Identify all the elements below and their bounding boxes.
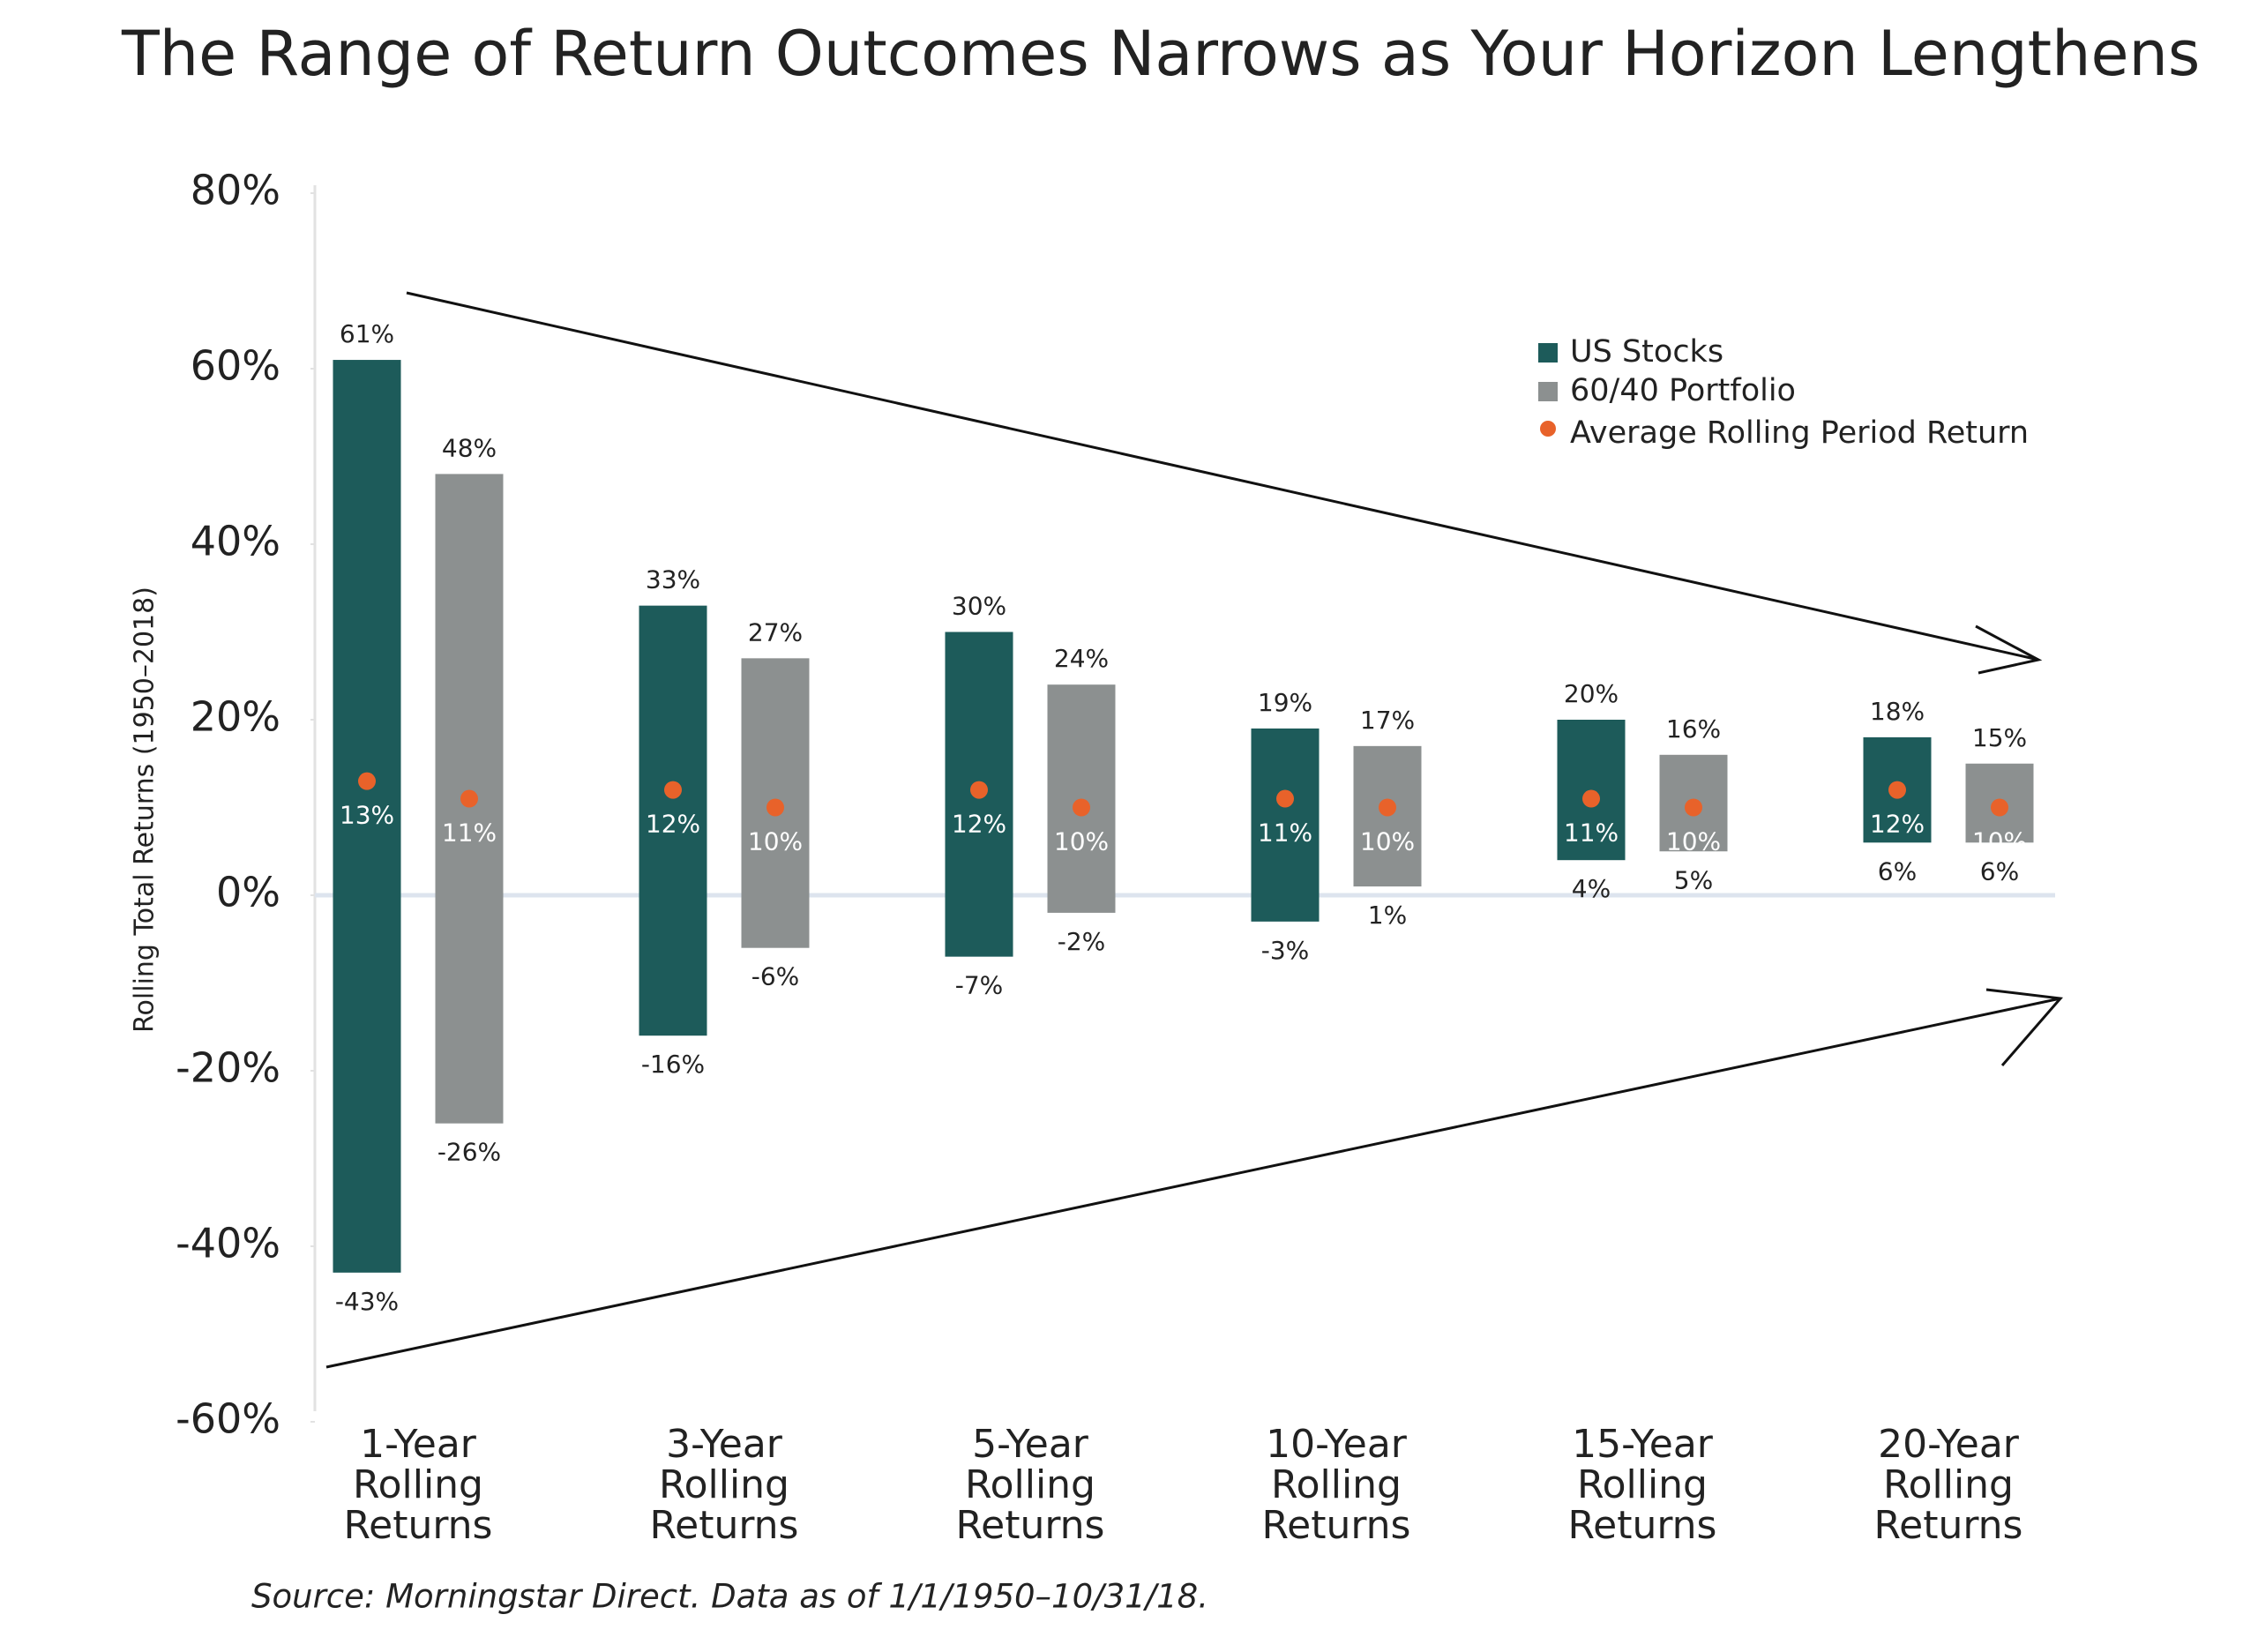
range-bar (333, 360, 401, 1273)
high-label: 20% (1564, 679, 1619, 708)
x-tick-label: 3-Year Rolling Returns (650, 1422, 799, 1548)
average-dot (1582, 789, 1600, 808)
average-label: 12% (952, 810, 1006, 839)
x-tick-label: 5-Year Rolling Returns (956, 1422, 1105, 1548)
average-label: 11% (442, 819, 497, 848)
low-label: 1% (1368, 901, 1407, 930)
low-label: 4% (1572, 874, 1611, 903)
x-tick-label: 15-Year Rolling Returns (1568, 1422, 1717, 1548)
y-tick-label: -20% (176, 1044, 280, 1092)
low-label: 6% (1980, 856, 2019, 886)
y-tick-label: 40% (191, 518, 280, 565)
y-tick-label: -60% (176, 1395, 280, 1443)
average-label: 13% (340, 801, 394, 830)
legend-label: Average Rolling Period Return (1570, 415, 2029, 451)
high-label: 19% (1258, 688, 1312, 717)
average-dot (460, 789, 478, 808)
upper-arrow (406, 291, 2043, 675)
legend-swatch (1540, 421, 1556, 437)
average-dot (1685, 798, 1702, 817)
high-label: 48% (442, 433, 497, 462)
low-label: -16% (641, 1050, 705, 1079)
average-dot (1379, 798, 1396, 817)
lower-arrow (325, 988, 2063, 1369)
y-axis-label: Rolling Total Returns (1950–2018) (130, 587, 161, 1033)
average-label: 10% (1972, 827, 2027, 856)
low-label: -3% (1261, 936, 1310, 965)
low-label: -6% (751, 962, 800, 991)
range-bar (639, 605, 707, 1036)
average-label: 10% (1666, 827, 1721, 856)
x-tick-label: 10-Year Rolling Returns (1262, 1422, 1411, 1548)
high-label: 15% (1972, 723, 2027, 752)
average-dot (1888, 781, 1906, 799)
high-label: 27% (748, 617, 803, 647)
high-label: 16% (1666, 714, 1721, 744)
average-dot (1073, 798, 1090, 817)
high-label: 17% (1360, 706, 1415, 735)
high-label: 24% (1054, 644, 1109, 673)
average-label: 10% (1360, 827, 1415, 856)
average-dot (358, 772, 376, 790)
legend-label: US Stocks (1570, 334, 1723, 370)
y-tick-label: 0% (216, 869, 280, 916)
legend-label: 60/40 Portfolio (1570, 373, 1796, 408)
average-dot (1276, 789, 1294, 808)
low-label: -2% (1058, 927, 1106, 956)
high-label: 18% (1870, 697, 1925, 726)
low-label: 6% (1878, 856, 1917, 886)
y-tick-label: -40% (176, 1220, 280, 1267)
x-tick-label: 1-Year Rolling Returns (344, 1422, 493, 1548)
average-label: 11% (1258, 819, 1312, 848)
average-dot (766, 798, 784, 817)
low-label: -7% (955, 971, 1004, 1000)
y-tick-label: 80% (191, 167, 280, 214)
average-dot (1991, 798, 2008, 817)
low-label: 5% (1674, 865, 1713, 894)
y-tick-label: 20% (191, 693, 280, 741)
legend-swatch (1538, 382, 1558, 401)
y-tick-label: 60% (191, 342, 280, 390)
low-label: -43% (335, 1287, 399, 1316)
high-label: 61% (340, 319, 394, 348)
legend-swatch (1538, 343, 1558, 363)
high-label: 33% (646, 565, 700, 594)
source-note: Source: Morningstar Direct. Data as of 1… (251, 1578, 1208, 1616)
average-label: 12% (1870, 810, 1925, 839)
average-label: 11% (1564, 819, 1619, 848)
low-label: -26% (437, 1138, 501, 1167)
high-label: 30% (952, 592, 1006, 621)
chart-title: The Range of Return Outcomes Narrows as … (121, 18, 2200, 90)
range-bar (1251, 728, 1320, 922)
average-label: 10% (748, 827, 803, 856)
average-label: 10% (1054, 827, 1109, 856)
average-label: 12% (646, 810, 700, 839)
x-tick-label: 20-Year Rolling Returns (1874, 1422, 2023, 1548)
average-dot (664, 781, 682, 799)
average-dot (970, 781, 988, 799)
